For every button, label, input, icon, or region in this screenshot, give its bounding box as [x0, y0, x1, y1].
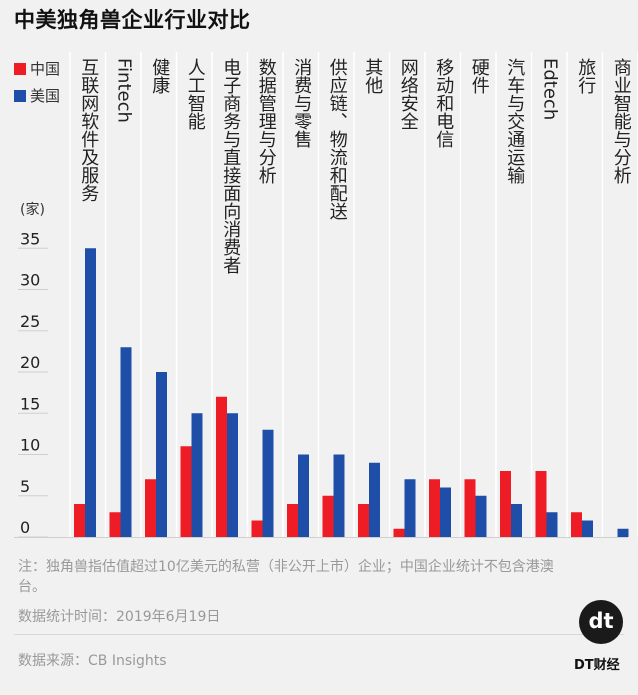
bar-china: [216, 396, 227, 537]
brand-name: DT财经: [574, 658, 620, 673]
data-date: 数据统计时间：2019年6月19日: [18, 609, 221, 625]
bar-china: [109, 512, 121, 537]
bar-usa: [475, 495, 487, 537]
bar-china: [180, 446, 192, 537]
y-tick-label: 0: [20, 518, 30, 537]
category-label: 供应链、物流和配送: [327, 58, 348, 220]
bar-usa: [298, 454, 309, 537]
bar-usa: [120, 347, 132, 537]
legend: 中国 美国: [14, 55, 60, 109]
category-label: 健康: [149, 58, 170, 94]
bar-china: [535, 471, 547, 537]
chart-title: 中美独角兽企业行业对比: [14, 8, 251, 32]
bar-china: [251, 520, 263, 537]
bar-china: [500, 471, 511, 537]
y-tick-label: 35: [20, 229, 40, 248]
category-label: 消费与零售: [291, 58, 312, 148]
category-label: 汽车与交通运输: [504, 58, 525, 185]
bar-usa: [369, 462, 380, 537]
y-tick-label: 30: [20, 271, 40, 290]
category-label: 硬件: [469, 58, 490, 94]
data-source: 数据来源：CB Insights: [18, 653, 167, 669]
y-tick-label: 15: [20, 394, 40, 413]
bar-china: [322, 495, 334, 537]
bar-usa: [156, 372, 167, 537]
category-label: 移动和电信: [433, 58, 454, 148]
bar-usa: [511, 504, 522, 537]
legend-item-usa: 美国: [14, 82, 60, 109]
bar-usa: [85, 248, 96, 537]
bar-chart: (家) 0 5 10 15 20 25 30 35 互联网软件及服务 Fintech 健康 人工智能 电子…: [14, 52, 638, 538]
category-label: 数据管理与分析: [256, 58, 277, 184]
y-axis-label: (家): [20, 201, 45, 218]
bar-china: [393, 528, 405, 537]
bar-usa: [191, 413, 203, 537]
bar-usa: [262, 429, 274, 537]
category-label: 旅行: [575, 58, 596, 94]
bar-usa: [227, 413, 238, 537]
bar-usa: [440, 487, 451, 537]
legend-label-usa: 美国: [30, 87, 61, 105]
y-tick-label: 5: [20, 477, 30, 496]
bar-usa: [333, 454, 345, 537]
bar-china: [429, 479, 440, 537]
category-label: 商业智能与分析: [611, 58, 632, 184]
legend-swatch-usa: [14, 89, 26, 102]
legend-swatch-china: [14, 62, 26, 75]
bar-usa: [582, 520, 593, 537]
bar-china: [74, 504, 85, 537]
y-tick-label: 20: [20, 353, 40, 372]
bar-usa: [617, 528, 629, 537]
category-label: 网络安全: [398, 58, 419, 130]
legend-label-china: 中国: [30, 60, 61, 78]
bar-china: [358, 504, 369, 537]
brand-logo: dt: [579, 600, 623, 644]
bar-china: [145, 479, 156, 537]
y-tick-label: 10: [20, 436, 40, 455]
bar-china: [571, 512, 582, 537]
footnote: 注：独角兽指估值超过10亿美元的私营（非公开上市）企业；中国企业统计不包含港澳台…: [18, 559, 554, 595]
category-label: 电子商务与直接面向消费者: [220, 58, 241, 274]
category-label: 其他: [362, 58, 383, 94]
bar-china: [287, 504, 298, 537]
category-label: 互联网软件及服务: [78, 58, 99, 202]
legend-item-china: 中国: [14, 55, 60, 82]
category-label: 人工智能: [185, 58, 206, 130]
bar-china: [464, 479, 476, 537]
y-tick-label: 25: [20, 312, 40, 331]
divider: [14, 634, 624, 635]
bar-usa: [404, 479, 416, 537]
category-label: Edtech: [539, 58, 560, 120]
bar-usa: [546, 512, 558, 537]
category-label: Fintech: [113, 58, 134, 123]
